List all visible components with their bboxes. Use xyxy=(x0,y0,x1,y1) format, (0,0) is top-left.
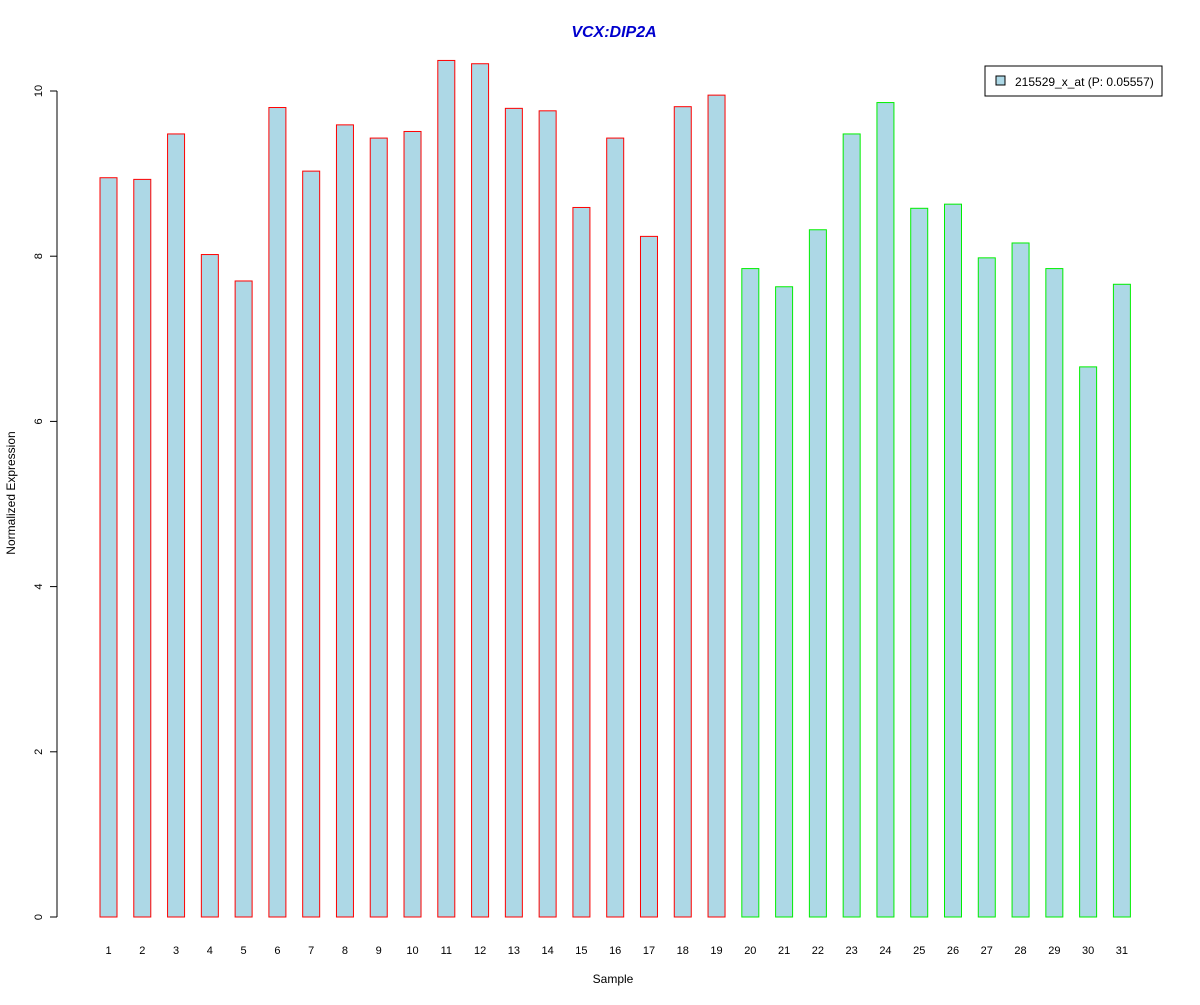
x-tick-label: 10 xyxy=(406,945,418,957)
bar-sample-27 xyxy=(977,257,996,918)
x-tick-label: 4 xyxy=(207,945,213,957)
bar-sample-30 xyxy=(1079,366,1098,918)
bar-sample-19 xyxy=(707,94,726,918)
x-tick-label: 30 xyxy=(1082,945,1094,957)
x-tick-label: 9 xyxy=(376,945,382,957)
y-axis-label: Normalized Expression xyxy=(4,431,18,554)
bar-sample-23 xyxy=(842,133,861,918)
x-tick-label: 19 xyxy=(710,945,722,957)
bar-sample-21 xyxy=(775,286,794,918)
x-axis-label: Sample xyxy=(593,972,634,986)
bar-sample-3 xyxy=(167,133,186,918)
bar-sample-18 xyxy=(673,106,692,918)
x-tick-label: 25 xyxy=(913,945,925,957)
bars-group xyxy=(99,59,1131,918)
y-tick-label: 0 xyxy=(33,914,45,920)
legend-swatch xyxy=(995,75,1006,86)
bar-sample-2 xyxy=(133,178,152,918)
bar-sample-9 xyxy=(369,137,388,918)
x-tick-label: 7 xyxy=(308,945,314,957)
x-tick-label: 3 xyxy=(173,945,179,957)
legend-label: 215529_x_at (P: 0.05557) xyxy=(1015,75,1154,89)
x-tick-label: 15 xyxy=(575,945,587,957)
x-tick-label: 23 xyxy=(846,945,858,957)
x-tick-label: 16 xyxy=(609,945,621,957)
y-axis: 0 2 4 6 8 10 xyxy=(33,85,58,920)
x-tick-label: 29 xyxy=(1048,945,1060,957)
x-tick-label: 12 xyxy=(474,945,486,957)
bar-sample-7 xyxy=(302,170,321,918)
x-tick-label: 27 xyxy=(981,945,993,957)
x-tick-label: 21 xyxy=(778,945,790,957)
bar-sample-12 xyxy=(471,63,490,918)
x-tick-label: 18 xyxy=(677,945,689,957)
chart-title: VCX:DIP2A xyxy=(571,24,656,41)
bar-sample-31 xyxy=(1112,283,1131,918)
x-tick-label: 6 xyxy=(274,945,280,957)
bar-sample-17 xyxy=(639,235,658,918)
legend-box xyxy=(984,65,1163,97)
bar-sample-16 xyxy=(606,137,625,918)
bar-sample-24 xyxy=(876,102,895,918)
x-tick-label: 8 xyxy=(342,945,348,957)
bar-sample-29 xyxy=(1045,268,1064,918)
bar-sample-15 xyxy=(572,206,591,918)
bar-sample-4 xyxy=(200,254,219,918)
x-tick-label: 17 xyxy=(643,945,655,957)
bar-sample-1 xyxy=(99,177,118,918)
y-tick-label: 4 xyxy=(33,584,45,590)
x-tick-label: 28 xyxy=(1014,945,1026,957)
x-tick-labels: 1 2 3 4 5 6 7 8 9 10 11 12 13 14 15 16 17 18 19 20 21 22 23 24 2… xyxy=(105,945,1128,957)
bar-sample-26 xyxy=(944,203,962,918)
x-tick-label: 20 xyxy=(744,945,756,957)
bar-sample-5 xyxy=(234,280,253,918)
x-tick-label: 13 xyxy=(508,945,520,957)
x-tick-label: 26 xyxy=(947,945,959,957)
bar-sample-28 xyxy=(1011,242,1030,918)
y-tick-label: 10 xyxy=(33,85,45,97)
bar-sample-8 xyxy=(335,124,354,918)
bar-sample-6 xyxy=(268,107,287,918)
bar-sample-11 xyxy=(437,59,456,918)
x-tick-label: 24 xyxy=(879,945,891,957)
x-tick-label: 11 xyxy=(441,945,452,957)
y-tick-label: 8 xyxy=(33,253,45,259)
bar-sample-10 xyxy=(403,130,422,918)
x-tick-label: 1 xyxy=(105,945,111,957)
x-tick-label: 31 xyxy=(1116,945,1128,957)
x-tick-label: 22 xyxy=(812,945,824,957)
y-tick-label: 2 xyxy=(33,749,45,755)
bar-sample-20 xyxy=(741,268,760,918)
bar-sample-22 xyxy=(808,229,827,918)
x-tick-label: 2 xyxy=(139,945,145,957)
bar-sample-25 xyxy=(910,207,929,918)
legend: 215529_x_at (P: 0.05557) xyxy=(984,65,1163,97)
bar-sample-14 xyxy=(538,110,557,918)
x-tick-label: 5 xyxy=(241,945,247,957)
x-tick-label: 14 xyxy=(542,945,554,957)
bar-sample-13 xyxy=(504,107,523,918)
y-tick-label: 6 xyxy=(33,418,45,424)
